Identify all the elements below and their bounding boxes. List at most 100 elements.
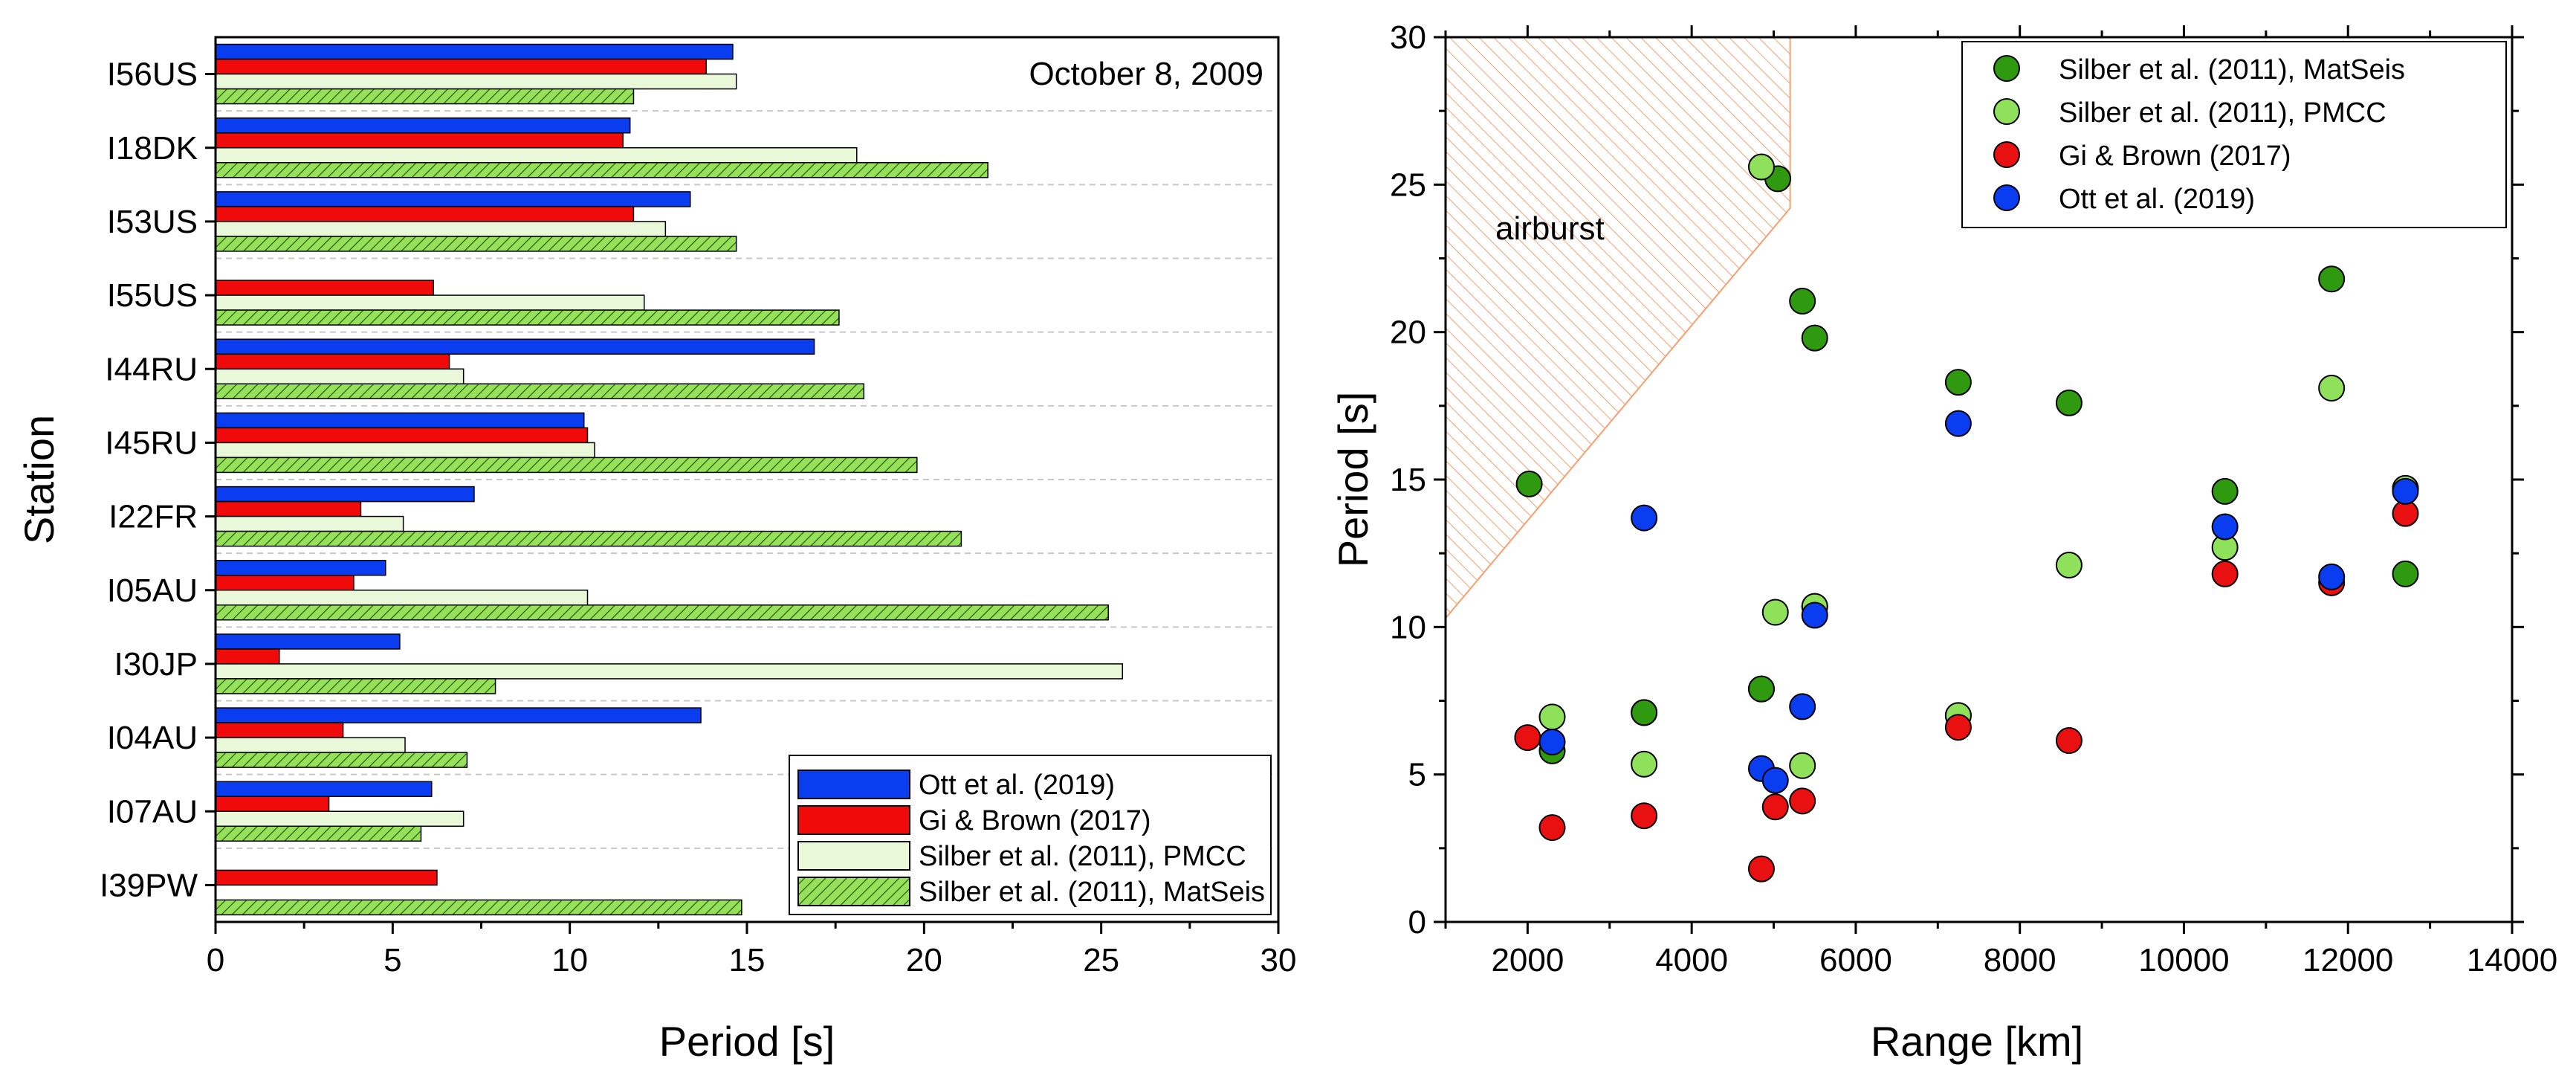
legend-label-silber-et-al-2011-matseis: Silber et al. (2011), MatSeis [919, 877, 1265, 908]
point-ott-et-al-2019 [1538, 729, 1566, 756]
scatter-x-tick-label: 2000 [1491, 942, 1564, 978]
point-gi-brown-2017 [2211, 560, 2239, 587]
station-label-i39pw: I39PW [100, 867, 198, 903]
scatter-x-tick-label: 12000 [2302, 942, 2393, 978]
airburst-label: airburst [1495, 210, 1605, 247]
bar-i18dk-silber-et-al-2011-pmcc [215, 147, 858, 164]
bar-i22fr-gi-brown-2017 [215, 500, 362, 517]
scatter-chart-x-axis-title: Range [km] [1871, 1018, 2083, 1065]
point-silber-et-al-2011-matseis [1801, 324, 1828, 352]
scatter-y-tick-label: 15 [1390, 462, 1426, 498]
scatter-y-tick-label: 0 [1408, 904, 1426, 941]
point-gi-brown-2017 [1944, 714, 1972, 741]
scatter-chart-ticks: 2000 4000 6000 8000 10000 12000 14000 0 5 10 15 20 2… [1390, 19, 2557, 978]
scatter-legend-label-ott-et-al-2019: Ott et al. (2019) [2059, 184, 2255, 215]
point-silber-et-al-2011-pmcc [1789, 752, 1816, 779]
station-label-i44ru: I44RU [105, 351, 198, 387]
bar-i04au-ott-et-al-2019 [215, 707, 702, 723]
bar-i45ru-gi-brown-2017 [215, 427, 589, 444]
bar-i45ru-silber-et-al-2011-pmcc [215, 442, 595, 459]
point-silber-et-al-2011-pmcc [1761, 599, 1789, 626]
bar-i30jp-silber-et-al-2011-pmcc [215, 663, 1124, 680]
bar-chart-x-tick-label: 25 [1083, 942, 1119, 978]
bar-i04au-gi-brown-2017 [215, 722, 344, 738]
bar-i44ru-gi-brown-2017 [215, 353, 450, 370]
bar-i18dk-silber-et-al-2011-matseis [215, 162, 988, 178]
scatter-chart-y-axis-title: Period [s] [1330, 392, 1376, 568]
point-ott-et-al-2019 [2392, 477, 2419, 505]
bar-i30jp-ott-et-al-2019 [215, 633, 401, 650]
point-silber-et-al-2011-pmcc [1631, 750, 1658, 778]
bar-i55us-silber-et-al-2011-matseis [215, 309, 840, 326]
scatter-points [1514, 153, 2419, 883]
bar-i05au-ott-et-al-2019 [215, 560, 386, 576]
scatter-y-tick-label: 10 [1390, 609, 1426, 645]
station-label-i05au: I05AU [107, 572, 198, 609]
bar-i45ru-ott-et-al-2019 [215, 412, 585, 429]
point-silber-et-al-2011-matseis [1747, 675, 1775, 703]
point-gi-brown-2017 [1747, 855, 1775, 883]
bar-i53us-gi-brown-2017 [215, 206, 635, 222]
bar-i53us-silber-et-al-2011-pmcc [215, 221, 667, 237]
point-gi-brown-2017 [2055, 727, 2083, 755]
point-ott-et-al-2019 [1801, 601, 1828, 629]
bar-i04au-silber-et-al-2011-matseis [215, 752, 468, 768]
bar-i07au-ott-et-al-2019 [215, 781, 433, 797]
point-ott-et-al-2019 [1789, 693, 1816, 720]
point-silber-et-al-2011-pmcc [1538, 703, 1566, 731]
bar-i30jp-gi-brown-2017 [215, 648, 280, 665]
bar-i04au-silber-et-al-2011-pmcc [215, 737, 406, 753]
legend-label-silber-et-al-2011-pmcc: Silber et al. (2011), PMCC [919, 841, 1246, 872]
point-ott-et-al-2019 [1631, 504, 1658, 532]
airburst-region [1446, 37, 1791, 619]
bar-i39pw-silber-et-al-2011-matseis [215, 899, 742, 916]
bar-i56us-gi-brown-2017 [215, 58, 707, 75]
bar-i56us-ott-et-al-2019 [215, 43, 734, 60]
point-silber-et-al-2011-matseis [1944, 369, 1972, 396]
bar-i55us-silber-et-al-2011-pmcc [215, 294, 645, 311]
bar-chart-x-tick-label: 30 [1261, 942, 1297, 978]
scatter-y-tick-label: 30 [1390, 19, 1426, 56]
scatter-y-tick-label: 20 [1390, 315, 1426, 351]
point-silber-et-al-2011-matseis [1515, 470, 1543, 497]
bar-i05au-silber-et-al-2011-matseis [215, 604, 1109, 621]
scatter-y-tick-label: 25 [1390, 167, 1426, 203]
bar-chart-ticks: I56US I18DK I53US I55US I44RU I45RU I22FR I05AU… [100, 57, 1297, 978]
bar-i39pw-gi-brown-2017 [215, 869, 438, 886]
bar-chart-x-tick-label: 10 [551, 942, 588, 978]
point-silber-et-al-2011-matseis [1789, 288, 1816, 315]
point-silber-et-al-2011-matseis [2318, 265, 2346, 293]
station-label-i30jp: I30JP [114, 646, 198, 683]
bar-i07au-gi-brown-2017 [215, 796, 330, 812]
bar-i44ru-silber-et-al-2011-pmcc [215, 368, 465, 384]
scatter-x-tick-label: 14000 [2467, 942, 2557, 978]
station-label-i53us: I53US [107, 204, 198, 240]
legend-swatch-gi-brown-2017 [797, 805, 910, 835]
legend-swatch-silber-et-al-2011-matseis [797, 877, 910, 906]
point-silber-et-al-2011-pmcc [1747, 153, 1775, 181]
bar-chart-x-tick-label: 5 [384, 942, 401, 978]
bar-i30jp-silber-et-al-2011-matseis [215, 678, 496, 694]
point-gi-brown-2017 [1514, 724, 1541, 752]
scatter-legend-label-gi-brown-2017: Gi & Brown (2017) [2059, 141, 2291, 172]
legend-marker-silber-et-al-2011-matseis [1993, 55, 2020, 82]
bar-i07au-silber-et-al-2011-matseis [215, 825, 422, 842]
scatter-x-tick-label: 10000 [2138, 942, 2229, 978]
bar-i45ru-silber-et-al-2011-matseis [215, 457, 918, 474]
scatter-chart-period-vs-range: airburst 2000 4000 6000 8000 10000 12000 14000… [1330, 19, 2557, 1065]
scatter-legend-label-silber-et-al-2011-pmcc: Silber et al. (2011), PMCC [2059, 97, 2386, 129]
bar-i53us-ott-et-al-2019 [215, 191, 691, 207]
point-silber-et-al-2011-pmcc [2318, 375, 2346, 402]
bar-chart-legend: Ott et al. (2019) Gi & Brown (2017) Silber… [789, 755, 1272, 915]
bar-i53us-silber-et-al-2011-matseis [215, 236, 737, 252]
scatter-x-tick-label: 4000 [1655, 942, 1728, 978]
bar-i22fr-silber-et-al-2011-pmcc [215, 515, 404, 532]
scatter-chart-legend-box [1961, 41, 2507, 228]
bar-i44ru-silber-et-al-2011-matseis [215, 383, 865, 399]
legend-marker-ott-et-al-2019 [1993, 184, 2020, 211]
point-ott-et-al-2019 [2318, 563, 2346, 590]
scatter-legend-label-silber-et-al-2011-matseis: Silber et al. (2011), MatSeis [2059, 54, 2405, 86]
bar-chart-x-tick-label: 0 [207, 942, 224, 978]
station-label-i45ru: I45RU [105, 425, 198, 461]
